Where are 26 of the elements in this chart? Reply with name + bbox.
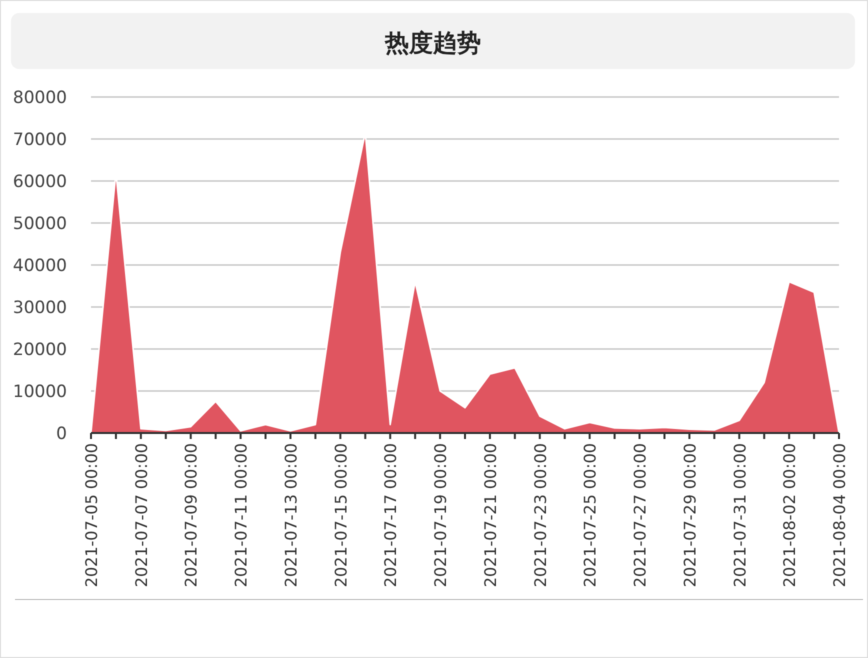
y-tick-label: 40000 [12,256,67,276]
x-tick-label: 2021-07-31 00:00 [730,443,750,588]
y-tick-label: 30000 [12,298,67,318]
y-tick-label: 10000 [12,382,67,402]
x-tick-label: 2021-07-19 00:00 [431,443,450,588]
x-tick-label: 2021-07-29 00:00 [680,443,700,588]
x-tick-label: 2021-07-17 00:00 [381,443,400,588]
y-tick-label: 0 [56,424,67,444]
y-tick-label: 70000 [12,130,67,150]
x-tick-label: 2021-07-13 00:00 [281,443,300,588]
x-tick-label: 2021-07-27 00:00 [630,443,650,588]
x-tick-label: 2021-07-15 00:00 [331,443,350,588]
x-tick-label: 2021-08-02 00:00 [780,443,800,588]
x-tick-label: 2021-07-07 00:00 [132,443,151,588]
x-tick-label: 2021-07-05 00:00 [82,443,101,588]
x-tick-label: 2021-07-23 00:00 [530,443,550,588]
chart-title: 热度趋势 [384,28,482,59]
x-tick-label: 2021-07-11 00:00 [232,443,251,588]
y-tick-label: 50000 [12,214,67,234]
x-tick-label: 2021-08-04 00:00 [830,443,849,588]
x-tick-label: 2021-07-21 00:00 [480,443,500,588]
y-tick-label: 60000 [12,172,67,192]
x-tick-label: 2021-07-09 00:00 [182,443,201,588]
y-tick-label: 20000 [12,340,67,360]
x-tick-label: 2021-07-25 00:00 [580,443,600,588]
y-tick-label: 80000 [12,88,67,108]
